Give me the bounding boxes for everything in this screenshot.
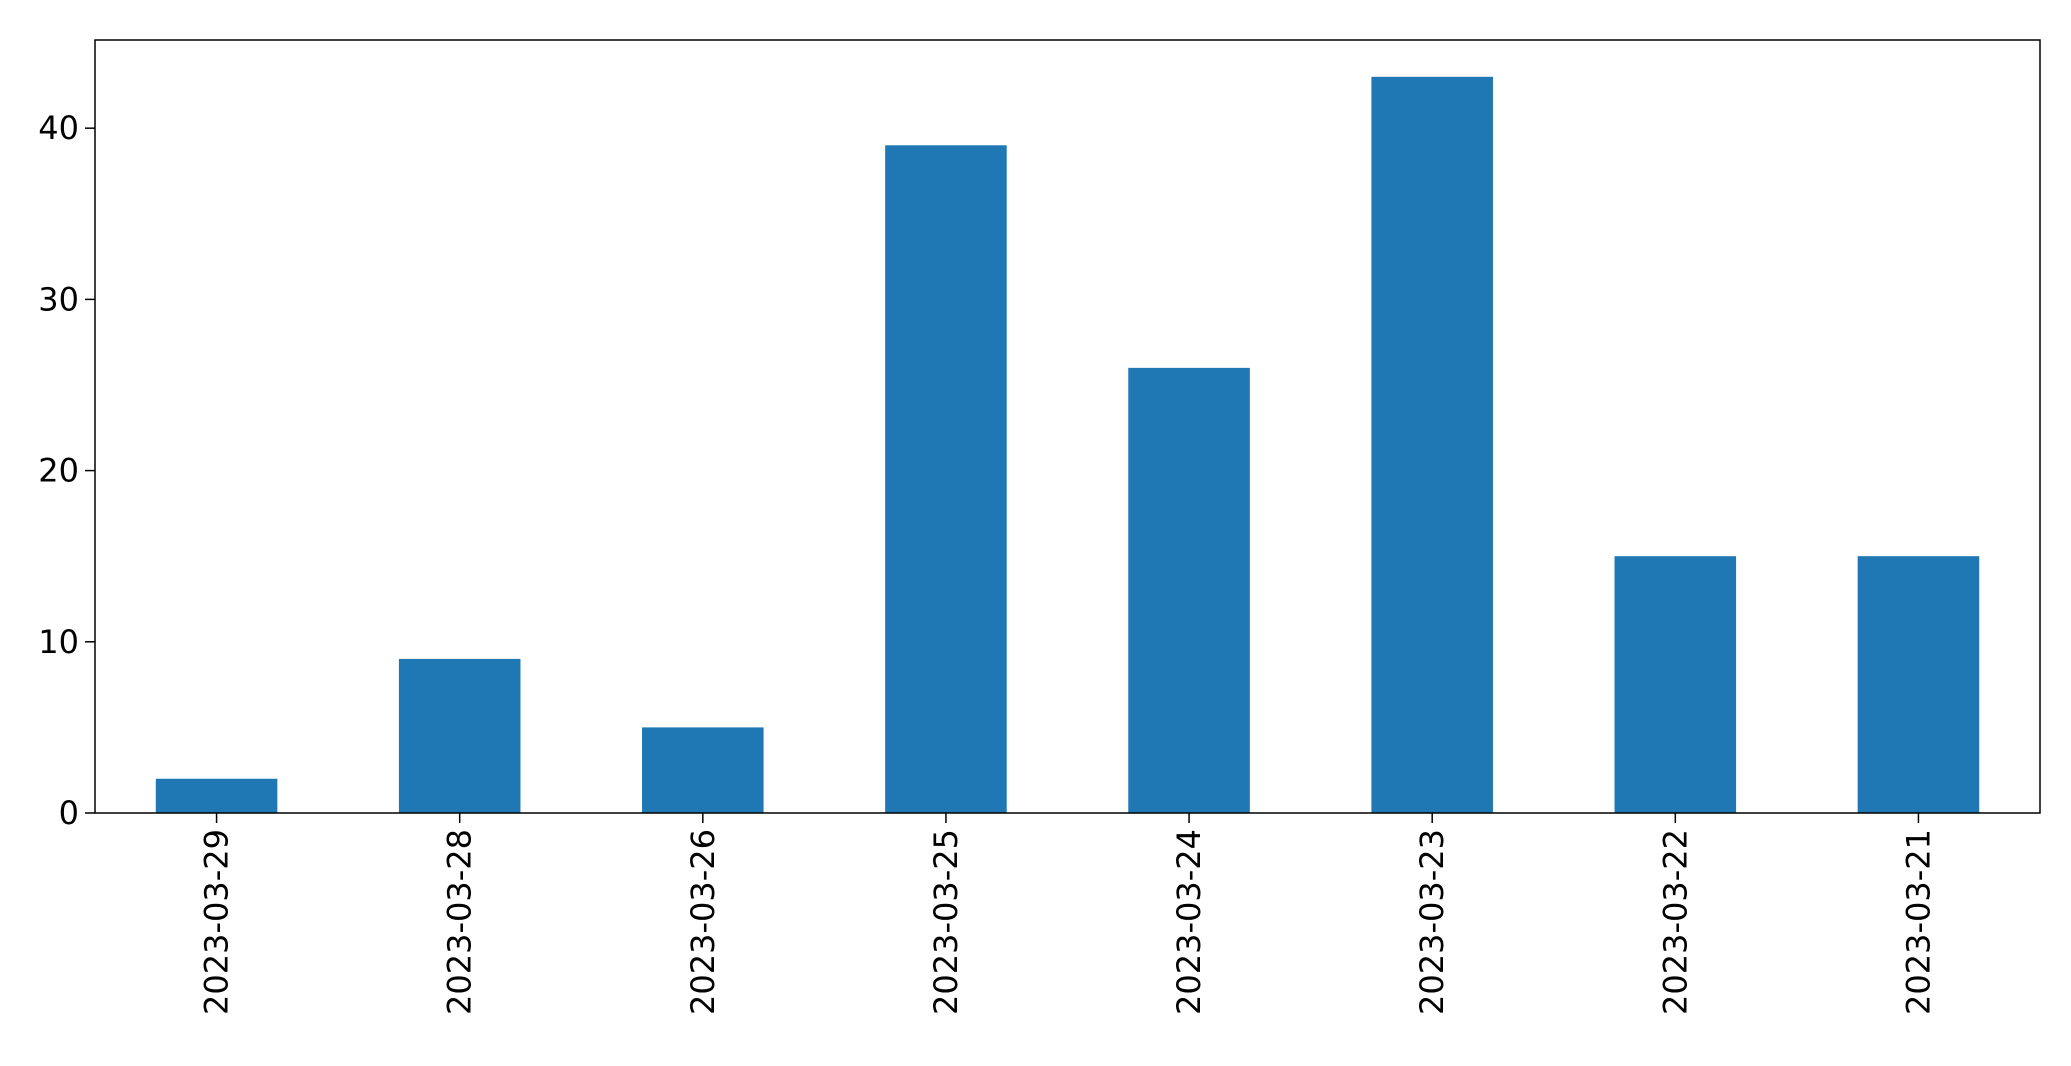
- x-tick-label: 2023-03-23: [1413, 829, 1451, 1015]
- y-tick-label: 40: [38, 109, 79, 147]
- bar-2023-03-23: [1371, 76, 1493, 814]
- x-axis: 2023-03-29 2023-03-28 2023-03-26 2023-03-25…: [198, 813, 1937, 1015]
- x-tick-label: 2023-03-26: [684, 829, 722, 1015]
- x-tick-label: 2023-03-25: [927, 829, 965, 1015]
- y-tick-label: 30: [38, 280, 79, 318]
- x-tick-label: 2023-03-28: [441, 829, 479, 1015]
- bar-2023-03-28: [398, 658, 521, 813]
- y-tick-label: 0: [59, 794, 79, 832]
- bars: [155, 76, 1980, 814]
- y-axis: 0 10 20 30 40: [38, 109, 95, 832]
- bar-2023-03-21: [1857, 556, 1980, 813]
- y-tick-label: 10: [38, 623, 79, 661]
- bar-2023-03-25: [885, 145, 1007, 813]
- bar-2023-03-26: [642, 727, 764, 813]
- x-tick-label: 2023-03-21: [1899, 829, 1937, 1015]
- x-tick-label: 2023-03-29: [198, 829, 236, 1015]
- y-tick-label: 20: [38, 452, 79, 490]
- bar-2023-03-29: [155, 778, 278, 813]
- plot-area-frame: [94, 39, 2041, 814]
- x-tick-label: 2023-03-24: [1170, 829, 1208, 1015]
- x-tick-label: 2023-03-22: [1656, 829, 1694, 1015]
- bar-2023-03-22: [1614, 556, 1737, 813]
- bar-2023-03-24: [1128, 367, 1250, 813]
